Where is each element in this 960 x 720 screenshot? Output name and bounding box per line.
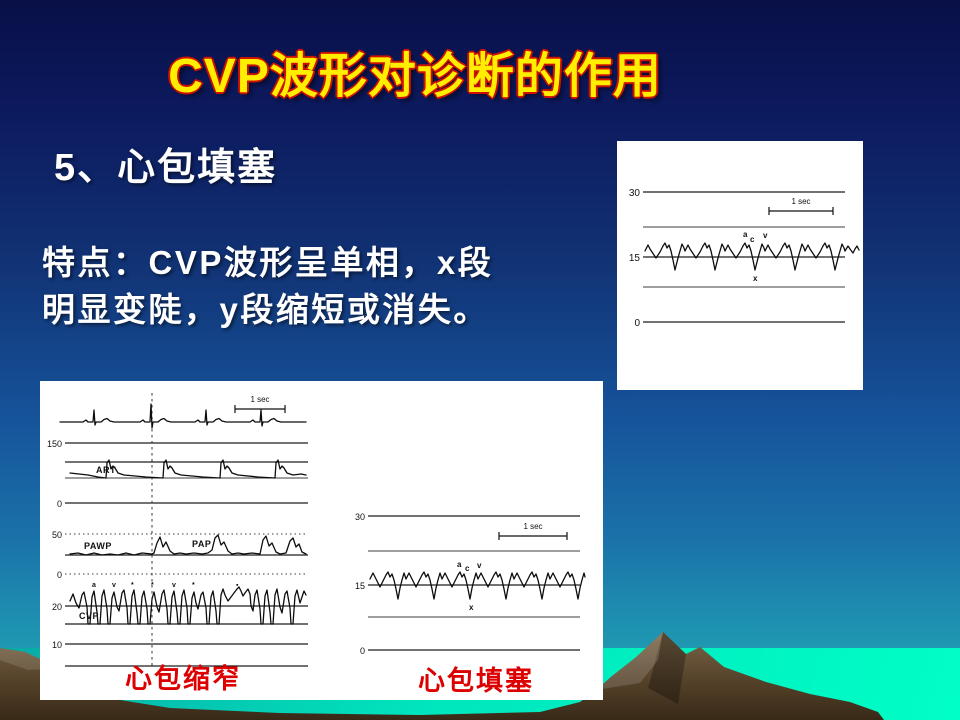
mountain-shadow-facet bbox=[648, 632, 686, 704]
caption-constriction: 心包缩窄 bbox=[125, 663, 241, 694]
body-line-2: 明显变陡，y段缩短或消失。 bbox=[42, 290, 489, 328]
waveform-annotations: a c v x bbox=[743, 230, 768, 283]
annotation-a-right: a bbox=[457, 560, 462, 569]
pawp-pap-trace bbox=[69, 534, 307, 556]
trace-labels-left: ART PAWP PAP CVP bbox=[79, 465, 211, 621]
mountain-range bbox=[0, 632, 884, 720]
ytick-30-right: 30 bbox=[355, 512, 365, 522]
ytick-50: 50 bbox=[52, 530, 62, 540]
y-axis-tick-labels: 30 15 0 bbox=[629, 188, 641, 329]
annotation-x: x bbox=[753, 274, 758, 283]
annotation-v-right: v bbox=[477, 561, 482, 570]
figure-comparison-bottom: 1 sec 150 0 50 0 20 10 ART PAWP PAP bbox=[40, 381, 603, 700]
peak-mark-3: * bbox=[131, 582, 134, 589]
cvp-trace-constriction bbox=[69, 586, 307, 625]
annotation-a: a bbox=[743, 230, 748, 239]
peak-mark-4: * bbox=[151, 582, 154, 589]
scalebar-label-left: 1 sec bbox=[250, 395, 269, 404]
annotation-c: c bbox=[750, 235, 755, 244]
peak-mark-1: a bbox=[92, 582, 96, 589]
page-title: CVP波形对诊断的作用 bbox=[168, 50, 662, 103]
y-axis-tick-labels-left: 150 0 50 0 20 10 bbox=[47, 439, 62, 650]
ytick-10: 10 bbox=[52, 640, 62, 650]
ecg-trace bbox=[59, 403, 307, 429]
ytick-20: 20 bbox=[52, 602, 62, 612]
time-scalebar-left: 1 sec bbox=[234, 395, 286, 413]
cvp-label: CVP bbox=[79, 611, 99, 621]
cvp-trace-tamponade bbox=[369, 571, 586, 600]
annotation-c-right: c bbox=[465, 564, 470, 573]
waveform-annotations-right: a c v x bbox=[457, 560, 482, 612]
tamponade-top-chart: 30 15 0 1 sec a c v x bbox=[629, 188, 860, 329]
annotation-x-right: x bbox=[469, 603, 474, 612]
body-line-1: 特点：CVP波形呈单相，x段 bbox=[42, 244, 494, 281]
gridlines-right bbox=[368, 515, 580, 651]
art-label: ART bbox=[96, 465, 116, 475]
peak-mark-6: * bbox=[192, 582, 195, 589]
caption-tamponade: 心包填塞 bbox=[418, 665, 534, 696]
ytick-0: 0 bbox=[634, 318, 640, 329]
scalebar-label: 1 sec bbox=[791, 197, 810, 206]
scalebar-label-right: 1 sec bbox=[523, 522, 542, 531]
ytick-0-right: 0 bbox=[360, 646, 365, 656]
body-paragraph: 特点：CVP波形呈单相，x段 明显变陡，y段缩短或消失。 bbox=[42, 240, 602, 334]
peak-mark-5: v bbox=[172, 582, 176, 589]
gridlines bbox=[643, 191, 845, 323]
ytick-15: 15 bbox=[629, 253, 641, 264]
ytick-0-art: 0 bbox=[57, 499, 62, 509]
pap-label: PAP bbox=[192, 539, 211, 549]
annotation-v: v bbox=[763, 231, 768, 240]
right-strip-tamponade: 30 15 0 1 sec a c v x 心包填塞 bbox=[355, 512, 586, 696]
peak-mark-2: v bbox=[112, 582, 116, 589]
y-axis-tick-labels-right: 30 15 0 bbox=[355, 512, 365, 656]
comparison-chart: 1 sec 150 0 50 0 20 10 ART PAWP PAP bbox=[47, 393, 586, 696]
time-scalebar-right: 1 sec bbox=[498, 522, 568, 540]
section-heading: 5、心包填塞 bbox=[54, 147, 278, 189]
ytick-0-pawp: 0 bbox=[57, 570, 62, 580]
ytick-15-right: 15 bbox=[355, 581, 365, 591]
ytick-150: 150 bbox=[47, 439, 62, 449]
mountain-light-facet bbox=[596, 632, 663, 690]
figure-tamponade-top: 30 15 0 1 sec a c v x bbox=[617, 141, 863, 390]
arterial-pressure-trace bbox=[69, 459, 307, 479]
time-scalebar: 1 sec bbox=[768, 197, 834, 215]
ytick-30: 30 bbox=[629, 188, 641, 199]
cvp-waveform-trace bbox=[644, 242, 860, 271]
pawp-label: PAWP bbox=[84, 541, 112, 551]
left-strip-constriction: 1 sec 150 0 50 0 20 10 ART PAWP PAP bbox=[47, 393, 308, 694]
cvp-peak-marks: a v * * v * ▪ bbox=[92, 582, 239, 589]
square-mark: ▪ bbox=[236, 582, 239, 589]
